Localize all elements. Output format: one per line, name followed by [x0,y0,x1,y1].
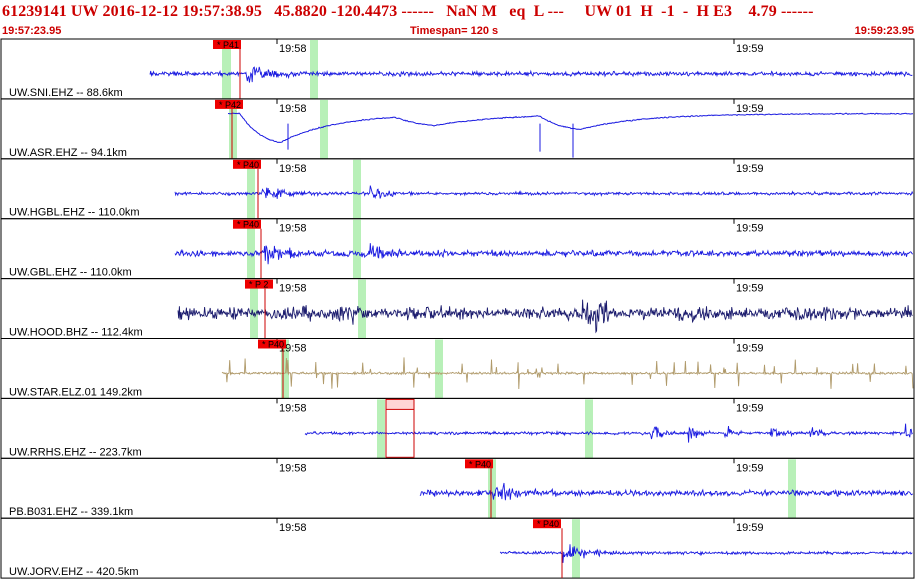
trace-row[interactable]: 19:58 19:59 * P40 UW.JORV.EHZ -- 420.5km [0,517,915,579]
minute-label: 19:58 [279,163,307,175]
pick-label: * P40 [469,459,491,469]
event-title: 61239141 UW 2016-12-12 19:57:38.95 45.88… [2,3,814,20]
highlight-band [222,40,231,99]
trace-row[interactable]: 19:58 19:59 * P 2 UW.HOOD.BHZ -- 112.4km [0,278,915,340]
timespan-label: Timespan= 120 s [410,25,499,37]
pick-label: * P40 [237,220,259,230]
highlight-band [281,339,289,399]
highlight-band [353,159,361,219]
highlight-band [435,339,443,399]
pick-flag [258,339,286,349]
minute-label: 19:59 [736,43,764,55]
minute-label: 19:59 [736,163,764,175]
highlight-band [229,99,237,159]
highlight-band [585,399,593,459]
station-label: PB.B031.EHZ -- 339.1km [9,506,133,518]
minute-label: 19:58 [279,283,307,295]
waveform [221,357,914,390]
highlight-band [247,219,255,279]
header-bar: 61239141 UW 2016-12-12 19:57:38.95 45.88… [0,0,916,38]
station-label: UW.RRHS.EHZ -- 223.7km [9,446,142,458]
trace-frame [0,38,915,100]
minute-label: 19:58 [279,462,307,474]
trace-row[interactable]: 19:58 19:59 * P40 UW.GBL.EHZ -- 110.0km [0,218,915,280]
pick-flag [245,279,273,289]
start-time: 19:57:23.95 [2,25,62,37]
minute-label: 19:59 [736,283,764,295]
pick-flag [233,219,261,229]
station-label: UW.GBL.EHZ -- 110.0km [9,267,132,279]
waveform [174,185,914,200]
pick-label: * P40 [237,160,259,170]
pick-label: * P41 [217,40,239,50]
minute-label: 19:59 [736,343,764,355]
trace-row[interactable]: 19:58 19:59 * P42 UW.ASR.EHZ -- 94.1km [0,98,915,160]
pick-flag [465,459,493,469]
minute-label: 19:58 [279,223,307,235]
station-label: UW.ASR.EHZ -- 94.1km [9,147,127,159]
waveform [149,66,913,83]
pick-flag [215,99,243,109]
highlight-band [377,399,385,459]
waveform [304,423,913,443]
minute-label: 19:58 [279,43,307,55]
highlight-band [358,279,366,339]
waveform [227,112,914,144]
station-label: UW.SNI.EHZ -- 88.6km [9,87,123,99]
trace-row[interactable]: 19:58 19:59 * P40 UW.HGBL.EHZ -- 110.0km [0,158,915,220]
trace-row[interactable]: 19:58 19:59 * P41 UW.SNI.EHZ -- 88.6km [0,38,915,100]
trace-row[interactable]: 19:58 19:59 * P40 PB.B031.EHZ -- 339.1km [0,457,915,519]
pick-flag [533,519,561,529]
waveform [177,299,913,334]
highlight-band [247,159,255,219]
trace-frame [0,98,915,160]
pick-label: * P42 [219,100,241,110]
trace-frame [0,457,915,519]
minute-label: 19:58 [279,402,307,414]
minute-label: 19:59 [736,402,764,414]
station-label: UW.HGBL.EHZ -- 110.0km [9,207,140,219]
highlight-band [788,459,796,519]
waveform [419,482,914,501]
pick-flag-box [385,398,415,410]
waveform [499,544,913,563]
trace-frame [0,218,915,280]
waveform [174,243,914,265]
highlight-band [353,219,361,279]
station-label: UW.STAR.ELZ.01 149.2km [9,386,142,398]
pick-flag [233,159,261,169]
end-time: 19:59:23.95 [854,25,914,37]
pick-label: * P40 [262,340,284,350]
minute-label: 19:59 [736,462,764,474]
station-label: UW.HOOD.BHZ -- 112.4km [9,327,143,339]
pick-label: * P40 [537,519,559,529]
minute-label: 19:58 [279,522,307,534]
highlight-band [250,279,258,339]
station-label: UW.JORV.EHZ -- 420.5km [9,566,139,578]
pick-label: * P 2 [249,280,268,290]
highlight-band [488,459,496,519]
minute-label: 19:59 [736,103,764,115]
trace-frame [0,517,915,579]
minute-label: 19:59 [736,522,764,534]
highlight-band [572,519,580,579]
minute-label: 19:59 [736,223,764,235]
minute-label: 19:58 [279,103,307,115]
pick-flag [213,40,241,49]
highlight-band [310,40,318,99]
highlight-band [320,99,328,159]
